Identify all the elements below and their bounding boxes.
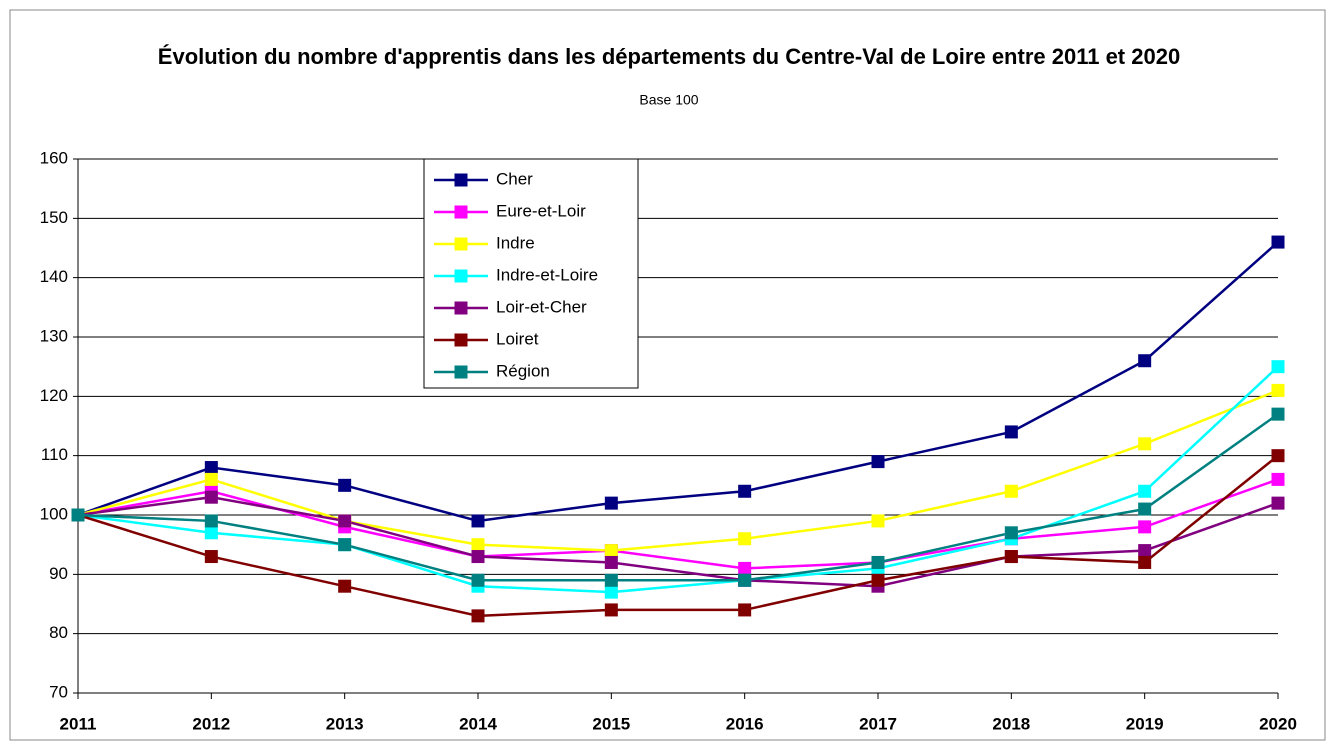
x-tick-label: 2019 xyxy=(1126,714,1164,733)
series-line xyxy=(77,495,1279,588)
data-point xyxy=(871,573,885,587)
legend-label: Loiret xyxy=(496,329,539,348)
series-line xyxy=(77,365,1279,594)
data-point xyxy=(871,555,885,569)
x-tick-label: 2011 xyxy=(60,714,97,733)
data-point xyxy=(1271,407,1285,421)
data-point xyxy=(338,538,352,552)
data-point xyxy=(1271,235,1285,249)
data-point xyxy=(1138,520,1152,534)
data-point xyxy=(738,573,752,587)
data-point xyxy=(1004,484,1018,498)
data-point xyxy=(1138,555,1152,569)
data-point xyxy=(738,603,752,617)
x-tick-label: 2020 xyxy=(1259,714,1297,733)
data-point xyxy=(1138,544,1152,558)
y-tick-label: 80 xyxy=(49,623,68,642)
data-point xyxy=(1138,502,1152,516)
x-tick-label: 2015 xyxy=(592,714,630,733)
data-point xyxy=(738,532,752,546)
data-point xyxy=(204,526,218,540)
data-point xyxy=(1004,550,1018,564)
x-tick-label: 2017 xyxy=(859,714,897,733)
x-tick-label: 2016 xyxy=(726,714,764,733)
legend-label: Région xyxy=(496,361,550,380)
data-point xyxy=(604,585,618,599)
series-line xyxy=(77,413,1279,582)
data-point xyxy=(204,472,218,486)
data-point xyxy=(204,461,218,475)
series-line xyxy=(77,454,1279,618)
y-tick-label: 160 xyxy=(40,148,68,167)
data-point xyxy=(471,538,485,552)
y-tick-label: 90 xyxy=(49,564,68,583)
data-point xyxy=(471,573,485,587)
data-point xyxy=(1004,425,1018,439)
data-point xyxy=(1138,484,1152,498)
legend-marker xyxy=(454,333,468,347)
chart-subtitle: Base 100 xyxy=(639,92,698,108)
legend-marker xyxy=(454,301,468,315)
data-point xyxy=(604,573,618,587)
data-point xyxy=(471,550,485,564)
series-line xyxy=(77,241,1279,523)
x-tick-label: 2018 xyxy=(992,714,1030,733)
data-point xyxy=(1271,449,1285,463)
data-point xyxy=(471,514,485,528)
y-tick-label: 140 xyxy=(40,267,68,286)
y-tick-label: 150 xyxy=(40,208,68,227)
legend-marker xyxy=(454,205,468,219)
data-point xyxy=(338,579,352,593)
data-point xyxy=(204,550,218,564)
legend-label: Indre-et-Loire xyxy=(496,265,598,284)
data-point xyxy=(1004,526,1018,540)
y-tick-label: 110 xyxy=(41,445,68,464)
y-tick-label: 130 xyxy=(40,326,68,345)
legend-marker xyxy=(454,365,468,379)
data-point xyxy=(604,603,618,617)
legend-label: Eure-et-Loir xyxy=(496,201,586,220)
data-point xyxy=(738,561,752,575)
x-tick-label: 2013 xyxy=(326,714,364,733)
data-point xyxy=(604,555,618,569)
data-point xyxy=(1271,383,1285,397)
y-tick-label: 100 xyxy=(40,504,68,523)
legend-label: Loir-et-Cher xyxy=(496,297,587,316)
y-tick-label: 70 xyxy=(49,682,68,701)
data-point xyxy=(1271,496,1285,510)
data-point xyxy=(471,609,485,623)
chart-title: Évolution du nombre d'apprentis dans les… xyxy=(158,44,1180,69)
data-point xyxy=(1271,360,1285,374)
data-point xyxy=(338,478,352,492)
data-point xyxy=(1271,472,1285,486)
data-point xyxy=(1138,437,1152,451)
data-point xyxy=(604,544,618,558)
legend-label: Indre xyxy=(496,233,535,252)
x-tick-label: 2012 xyxy=(192,714,230,733)
data-point xyxy=(204,514,218,528)
data-point xyxy=(1138,354,1152,368)
chart-frame xyxy=(9,9,1326,741)
legend-label: Cher xyxy=(496,169,533,188)
data-point xyxy=(204,490,218,504)
data-point xyxy=(738,484,752,498)
data-point xyxy=(71,508,85,522)
legend-marker xyxy=(454,269,468,283)
data-point xyxy=(871,455,885,469)
legend-marker xyxy=(454,237,468,251)
data-point xyxy=(338,514,352,528)
series-line xyxy=(77,389,1279,552)
legend-marker xyxy=(454,173,468,187)
data-point xyxy=(604,496,618,510)
x-tick-label: 2014 xyxy=(459,714,497,733)
data-point xyxy=(871,514,885,528)
y-tick-label: 120 xyxy=(40,386,68,405)
